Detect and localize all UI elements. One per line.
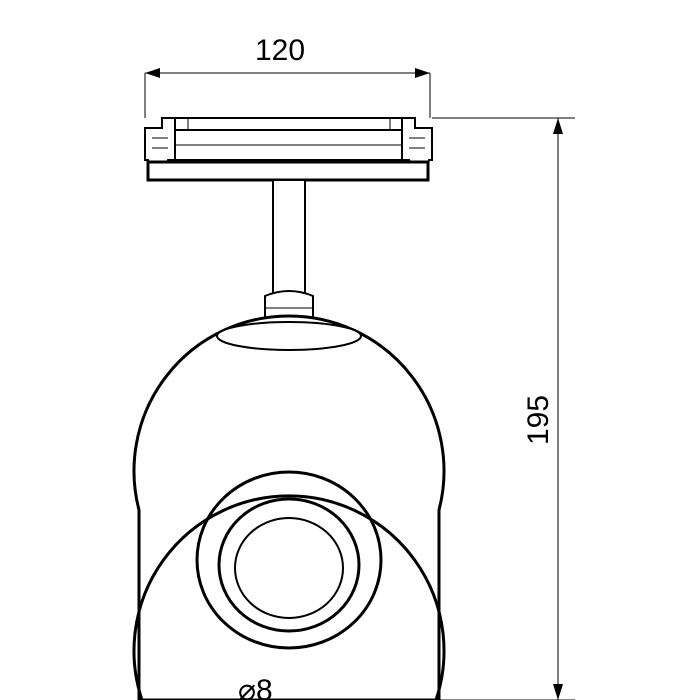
stem	[265, 180, 313, 324]
dimension-diameter-value: ⌀8	[238, 674, 273, 700]
technical-drawing: 120 195	[0, 0, 700, 700]
dimension-height-value: 195	[522, 395, 555, 445]
dimension-width: 120	[145, 34, 430, 118]
dimension-height: 195	[432, 118, 575, 700]
dimension-width-value: 120	[255, 34, 305, 67]
track-mount	[145, 118, 432, 180]
lamp-head	[134, 316, 444, 700]
